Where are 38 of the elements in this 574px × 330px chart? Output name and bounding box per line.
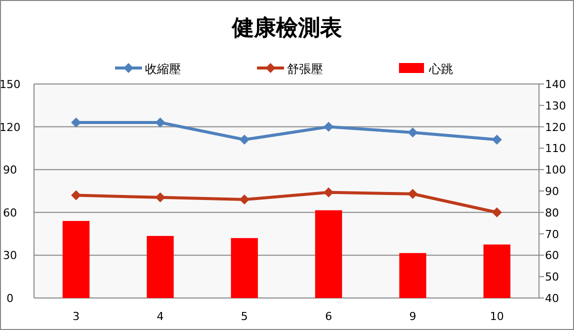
y2-tick-label: 100 [545,164,566,177]
point [239,194,250,205]
y2-tick-label: 130 [545,99,566,112]
point [155,192,166,202]
point [408,128,418,138]
legend-label: 收縮壓 [145,62,181,76]
y2-tick-label: 90 [545,185,559,198]
y2-tick-label: 40 [545,292,559,305]
legend-label: 心跳 [428,62,453,76]
y2-tick-label: 120 [545,120,566,134]
y2-tick-label: 140 [545,78,566,91]
point [155,118,166,128]
point [71,190,82,200]
y-tick-label: 30 [3,249,17,262]
x-tick-label: 5 [240,310,248,323]
y-tick-label: 150 [0,78,20,91]
x-tick-label: 4 [156,310,164,323]
y-tick-label: 60 [3,206,17,220]
y-tick-label: 120 [0,120,20,134]
legend-label: 舒張壓 [287,62,323,76]
y2-tick-label: 110 [545,142,566,156]
point [239,134,250,145]
x-tick-label: 6 [325,310,332,323]
x-tick-label: 10 [490,310,504,323]
chart-title: 健康檢測表 [231,15,342,41]
point [492,134,502,145]
x-tick-label: 3 [72,310,80,323]
y-tick-label: 0 [6,292,14,305]
y2-tick-label: 60 [545,249,559,262]
point [408,188,418,199]
y-tick-label: 90 [3,164,17,177]
y2-tick-label: 80 [545,206,559,220]
y2-tick-label: 50 [545,270,559,284]
y2-tick-label: 70 [545,228,559,241]
point [492,207,502,218]
point [324,187,334,198]
x-tick-label: 9 [409,310,416,323]
point [324,122,334,132]
